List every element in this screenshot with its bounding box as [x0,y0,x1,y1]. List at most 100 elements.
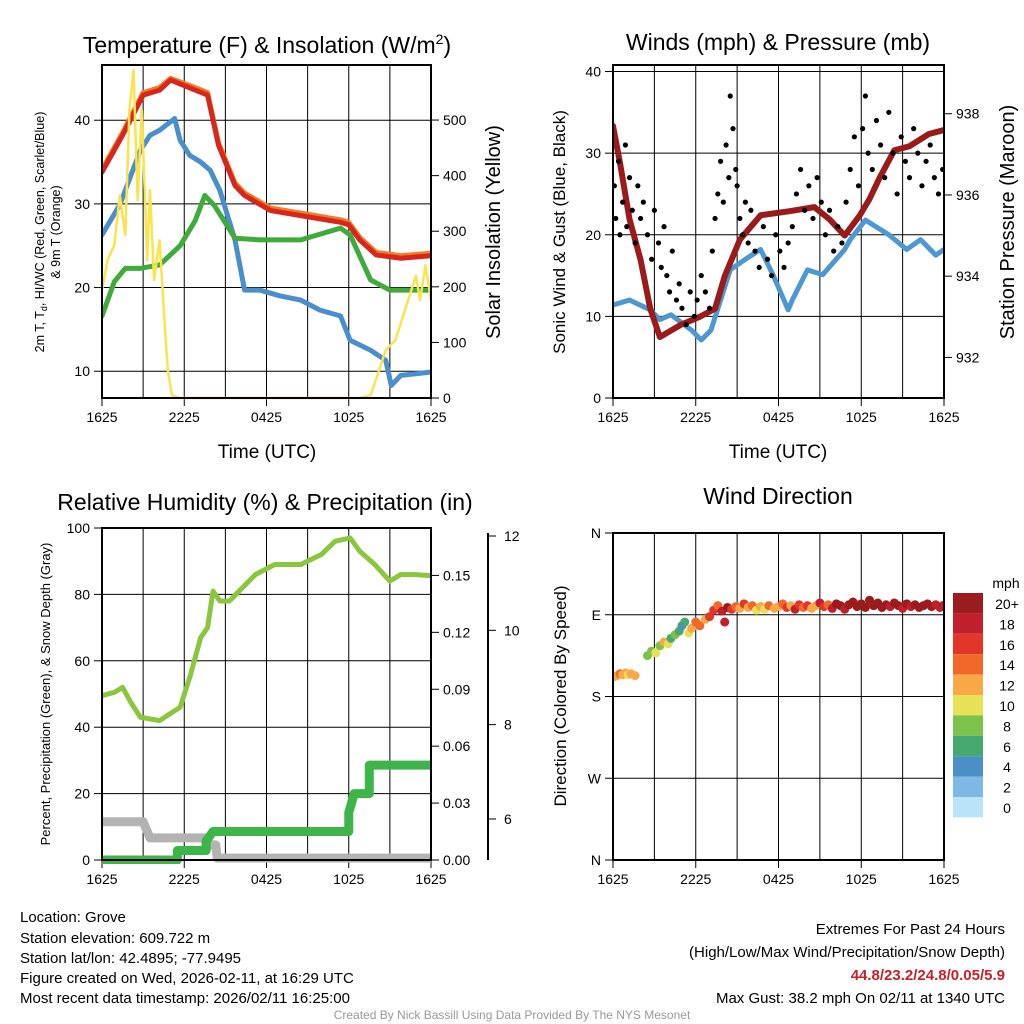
gust-point [673,297,680,303]
gust-point [658,264,664,271]
y3-tick-label: 6 [504,811,512,827]
winds-series [613,93,944,343]
2m-t-line [102,77,431,261]
gust-point [760,224,766,230]
gust-point [826,207,833,213]
latlon-text: Station lat/lon: 42.4895; -77.9495 [20,950,241,967]
gust-point [886,109,892,115]
gust-point [715,191,721,197]
humidity-y-axis-label: Percent, Precipitation (Green), & Snow D… [38,543,53,846]
gust-point [734,183,740,189]
gust-point [902,158,908,164]
hi-wc-line [102,116,431,388]
gust-point [691,313,697,319]
y-tick-label: 30 [74,196,90,212]
gust-point [664,272,670,279]
gust-point [789,224,795,230]
x-tick-label: 1025 [333,871,364,887]
y-tick-label: N [591,525,601,541]
gust-point [831,248,837,254]
y2-tick-label: 0.09 [443,681,470,697]
x-tick-label: 0425 [251,871,282,887]
wind-direction-series [613,595,944,682]
gust-point [906,175,913,181]
y3-tick-label: 12 [504,528,520,544]
gust-point [814,175,820,181]
precipitation-line [102,760,431,864]
legend-label: 6 [1003,739,1011,755]
elevation-text: Station elevation: 609.722 m [20,930,210,947]
x-tick-label: 1625 [597,409,628,425]
y-tick-label: 0 [82,852,90,868]
gust-point [898,134,904,140]
gust-point [873,117,880,124]
winds-plot: 1625 2225 0425 1025 1625 0 10 20 30 40 932 934 936 93… [585,64,979,425]
gust-point [694,297,700,303]
gust-point [644,232,651,238]
gust-point [862,93,868,99]
gust-point [923,158,929,164]
gust-point [640,199,646,205]
gust-point [720,199,726,205]
winds-plot-frame [612,64,945,399]
gust-point [661,224,667,230]
legend-swatch [953,633,983,655]
gust-point [742,199,749,205]
humidity-chart-title: Relative Humidity (%) & Precipitation (i… [57,489,472,515]
humidity-plot-frame [101,527,432,861]
gust-point [679,305,685,311]
wind-direction-plot-frame [612,532,945,861]
location-text: Location: Grove [20,909,126,926]
y2-tick-label: 100 [443,334,467,350]
gust-point [651,207,657,213]
x-tick-label: 1625 [415,409,446,425]
gust-point [712,215,718,222]
gust-point [851,134,857,140]
gust-point [655,240,662,246]
y2-tick-label: 200 [443,279,467,295]
recent-data-text: Most recent data timestamp: 2026/02/11 1… [20,990,350,1007]
temperature-chart-title: Temperature (F) & Insolation (W/m2) [83,31,451,58]
y-tick-label: 10 [585,308,601,324]
gust-point [637,215,644,222]
pressure-y-axis-label: Station Pressure (Maroon) [997,105,1019,340]
gust-point [726,175,732,181]
wind-speed-legend: mph 20+ 18 16 14 12 10 8 6 4 2 0 [953,575,1020,818]
legend-swatch [953,695,983,716]
y2-tick-label: 0.12 [443,624,470,640]
gust-point [709,248,715,254]
gust-point [894,191,900,197]
x-tick-label: 0425 [763,871,794,887]
gust-point [911,126,917,132]
y2-tick-label: 936 [956,187,980,203]
gust-point [847,166,853,173]
gust-point [802,207,808,213]
wind-direction-chart-title: Wind Direction [703,483,853,509]
y-tick-label: 0 [593,390,601,406]
solar-insolation-line [102,68,431,400]
x-tick-label: 0425 [251,409,282,425]
y2-tick-label: 0.00 [443,852,470,868]
gust-point [915,150,921,156]
gust-point [860,126,866,132]
y-tick-label: E [592,607,601,623]
y-tick-label: 100 [67,520,91,536]
wind-direction-point [860,602,870,612]
wind-direction-point [687,623,697,633]
y-tick-label: 20 [585,227,601,243]
y2-tick-label: 0.15 [443,567,470,583]
gust-point [626,175,633,181]
gust-point [706,305,713,311]
gust-point [839,240,845,246]
legend-label: 12 [999,678,1015,694]
x-tick-label: 1025 [846,871,877,887]
temperature-plot: 1625 2225 0425 1025 162510203040010020030040… [74,64,467,425]
gust-point [717,158,724,164]
gust-point [687,289,693,295]
gust-point [617,232,623,238]
y2-tick-label: 0.06 [443,738,470,754]
legend-label: 8 [1003,718,1011,734]
winds-chart-title: Winds (mph) & Pressure (mb) [626,29,930,55]
legend-title: mph [992,575,1019,591]
